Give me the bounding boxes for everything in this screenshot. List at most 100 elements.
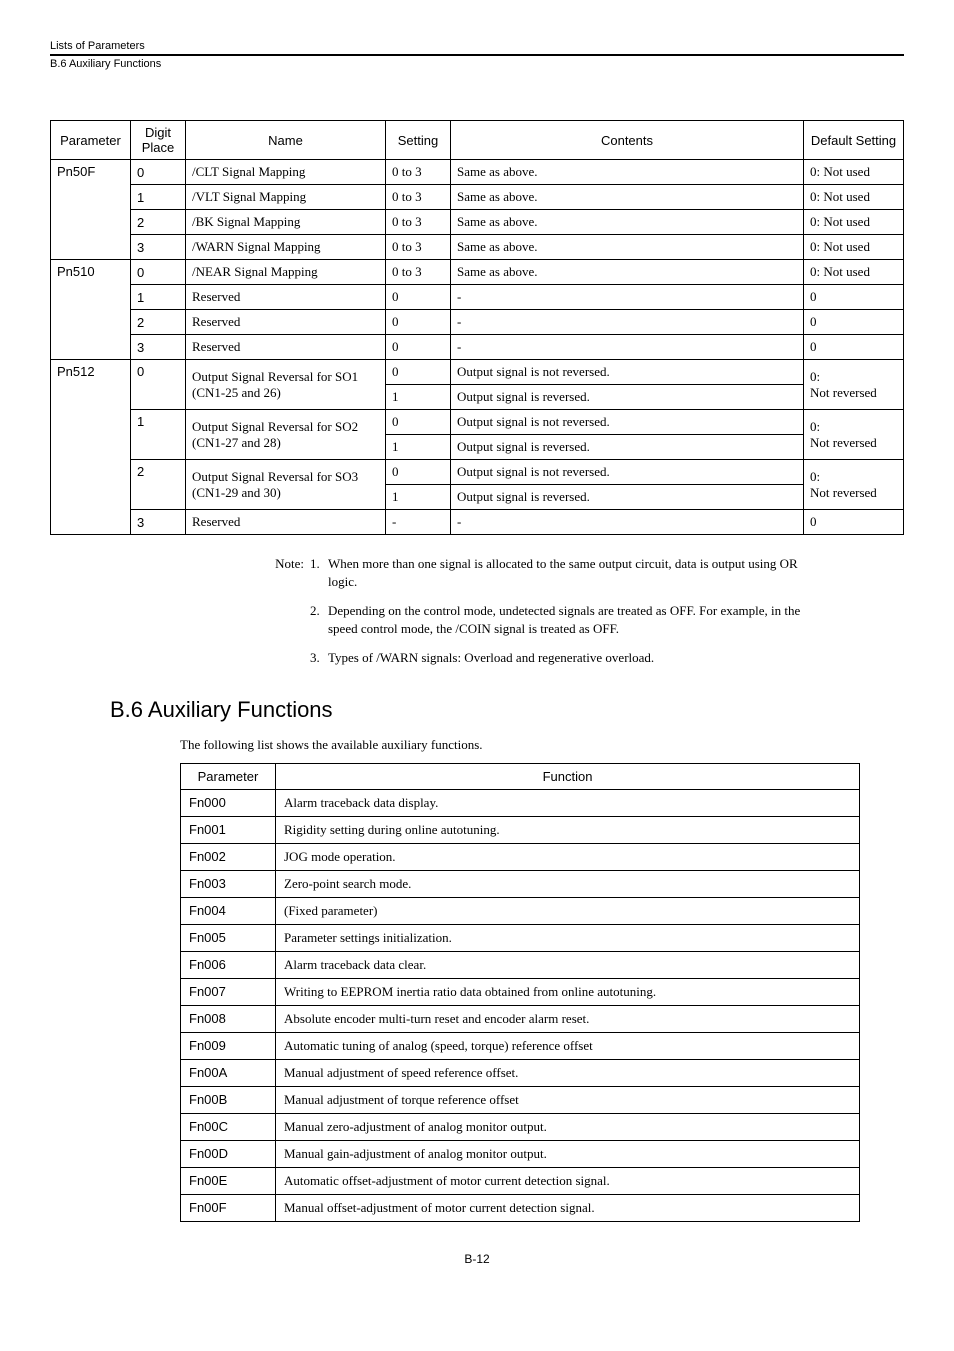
table-row: Fn006Alarm traceback data clear. (181, 951, 860, 978)
cell: Output signal is not reversed. (451, 460, 804, 485)
table-row: Fn007Writing to EEPROM inertia ratio dat… (181, 978, 860, 1005)
cell: 0: Not used (804, 185, 904, 210)
cell: Fn00D (181, 1140, 276, 1167)
cell: 1 (131, 285, 186, 310)
cell: 0 (804, 335, 904, 360)
cell: /WARN Signal Mapping (186, 235, 386, 260)
table-row: Pn50F0/CLT Signal Mapping0 to 3Same as a… (51, 160, 904, 185)
cell: Output signal is reversed. (451, 385, 804, 410)
table-row: 2/BK Signal Mapping0 to 3Same as above.0… (51, 210, 904, 235)
cell: - (451, 335, 804, 360)
table-row: 2Output Signal Reversal for SO3 (CN1-29 … (51, 460, 904, 485)
cell: Manual adjustment of speed reference off… (276, 1059, 860, 1086)
cell: 0: Not reversed (804, 360, 904, 410)
cell: Same as above. (451, 235, 804, 260)
table-row: Fn00DManual gain-adjustment of analog mo… (181, 1140, 860, 1167)
table-row: Pn5100/NEAR Signal Mapping0 to 3Same as … (51, 260, 904, 285)
header-category: Lists of Parameters (50, 40, 904, 52)
cell: 3 (131, 335, 186, 360)
cell: Fn00E (181, 1167, 276, 1194)
note-num-2: 2. (310, 602, 328, 637)
cell: Fn003 (181, 870, 276, 897)
cell: Output signal is not reversed. (451, 410, 804, 435)
cell: 0 (386, 360, 451, 385)
cell: 0 (386, 460, 451, 485)
cell: 0 (386, 335, 451, 360)
table-row: Fn001Rigidity setting during online auto… (181, 816, 860, 843)
cell: Fn004 (181, 897, 276, 924)
cell: Same as above. (451, 210, 804, 235)
cell: Fn009 (181, 1032, 276, 1059)
aux-header-row: Parameter Function (181, 763, 860, 789)
aux-function-table: Parameter Function Fn000Alarm traceback … (180, 763, 860, 1222)
param-cell: Pn510 (51, 260, 131, 360)
param-cell: Pn512 (51, 360, 131, 535)
aux-intro: The following list shows the available a… (180, 737, 904, 753)
table-row: 2Reserved0-0 (51, 310, 904, 335)
cell: Fn008 (181, 1005, 276, 1032)
table-row: Fn000Alarm traceback data display. (181, 789, 860, 816)
cell: 1 (386, 385, 451, 410)
table-row: 1Reserved0-0 (51, 285, 904, 310)
cell: Output signal is reversed. (451, 485, 804, 510)
cell: Fn00A (181, 1059, 276, 1086)
cell: Reserved (186, 335, 386, 360)
note-2: 2. Depending on the control mode, undete… (250, 602, 814, 637)
table-row: Fn009Automatic tuning of analog (speed, … (181, 1032, 860, 1059)
cell: Manual gain-adjustment of analog monitor… (276, 1140, 860, 1167)
table-row: 3Reserved0-0 (51, 335, 904, 360)
cell: 1 (386, 435, 451, 460)
aux-heading: B.6 Auxiliary Functions (110, 697, 904, 723)
cell: 0: Not used (804, 160, 904, 185)
table-row: Fn004(Fixed parameter) (181, 897, 860, 924)
cell: /BK Signal Mapping (186, 210, 386, 235)
param-table-header-row: Parameter Digit Place Name Setting Conte… (51, 121, 904, 160)
cell: - (451, 285, 804, 310)
cell: 2 (131, 460, 186, 510)
col-name: Name (186, 121, 386, 160)
note-num-3: 3. (310, 649, 328, 667)
cell: Reserved (186, 310, 386, 335)
table-row: Fn002JOG mode operation. (181, 843, 860, 870)
table-row: 1/VLT Signal Mapping0 to 3Same as above.… (51, 185, 904, 210)
cell: 3 (131, 235, 186, 260)
cell: 0 (804, 310, 904, 335)
cell: /CLT Signal Mapping (186, 160, 386, 185)
cell: Reserved (186, 285, 386, 310)
col-digit: Digit Place (131, 121, 186, 160)
cell: 0 (386, 410, 451, 435)
cell: 2 (131, 310, 186, 335)
table-row: Fn003Zero-point search mode. (181, 870, 860, 897)
cell: 0 (131, 360, 186, 410)
col-setting: Setting (386, 121, 451, 160)
aux-col-param: Parameter (181, 763, 276, 789)
cell: Fn002 (181, 843, 276, 870)
cell: Output Signal Reversal for SO1 (CN1-25 a… (186, 360, 386, 410)
cell: Output Signal Reversal for SO3 (CN1-29 a… (186, 460, 386, 510)
cell: Output signal is not reversed. (451, 360, 804, 385)
cell: (Fixed parameter) (276, 897, 860, 924)
cell: 0 to 3 (386, 235, 451, 260)
cell: Absolute encoder multi-turn reset and en… (276, 1005, 860, 1032)
cell: 0: Not used (804, 235, 904, 260)
table-row: Pn5120Output Signal Reversal for SO1 (CN… (51, 360, 904, 385)
col-parameter: Parameter (51, 121, 131, 160)
note-1: Note: 1. When more than one signal is al… (250, 555, 814, 590)
table-row: Fn00AManual adjustment of speed referenc… (181, 1059, 860, 1086)
cell: 0 (386, 310, 451, 335)
cell: Manual adjustment of torque reference of… (276, 1086, 860, 1113)
table-row: Fn00FManual offset-adjustment of motor c… (181, 1194, 860, 1221)
cell: 0 (804, 285, 904, 310)
cell: 3 (131, 510, 186, 535)
cell: Fn00F (181, 1194, 276, 1221)
cell: - (386, 510, 451, 535)
table-row: 3/WARN Signal Mapping0 to 3Same as above… (51, 235, 904, 260)
cell: Same as above. (451, 260, 804, 285)
cell: 0 to 3 (386, 160, 451, 185)
page-number: B-12 (50, 1252, 904, 1266)
cell: Manual offset-adjustment of motor curren… (276, 1194, 860, 1221)
note-prefix: Note: (250, 555, 310, 590)
cell: 0: Not used (804, 210, 904, 235)
table-row: Fn00EAutomatic offset-adjustment of moto… (181, 1167, 860, 1194)
cell: 0 to 3 (386, 210, 451, 235)
